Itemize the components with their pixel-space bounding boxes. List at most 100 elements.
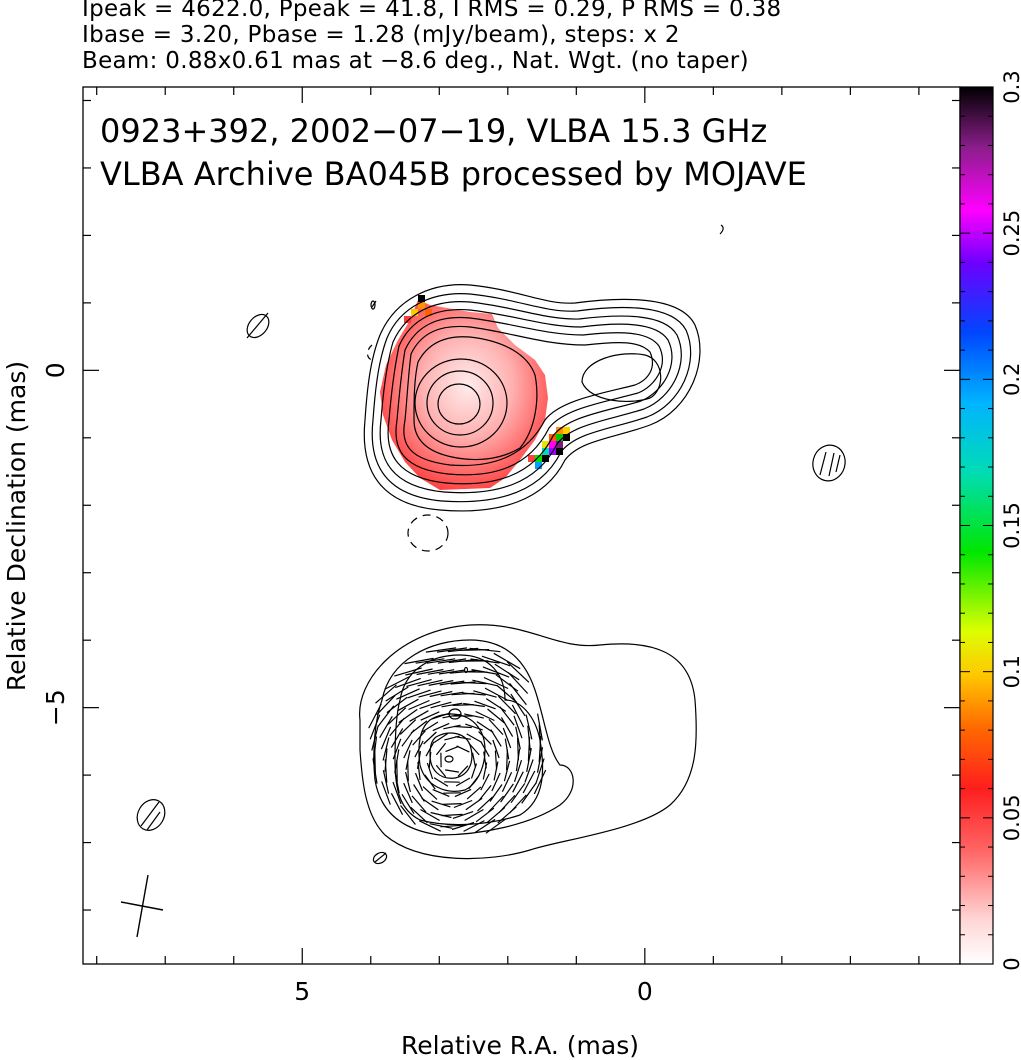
evpa-tick bbox=[475, 807, 495, 823]
evpa-tick bbox=[492, 739, 500, 759]
upper-contours bbox=[363, 284, 701, 512]
evpa-tick bbox=[385, 686, 409, 702]
evpa-tick bbox=[394, 749, 400, 771]
evpa-tick bbox=[399, 719, 417, 735]
evpa-tick bbox=[483, 676, 509, 690]
evpa-tick bbox=[481, 655, 511, 667]
evpa-tick bbox=[494, 663, 520, 681]
evpa-tick bbox=[482, 666, 510, 678]
colorbar-tick-label: 0.25 bbox=[1000, 210, 1021, 257]
evpa-tick bbox=[435, 742, 447, 756]
y-tick-label: −5 bbox=[41, 689, 70, 726]
evpa-tick bbox=[404, 657, 434, 665]
evpa-tick bbox=[491, 772, 501, 792]
evpa-tick bbox=[394, 667, 422, 677]
y-axis-label: Relative Declination (mas) bbox=[2, 361, 31, 691]
evpa-tick bbox=[403, 782, 413, 804]
evpa-tick bbox=[414, 772, 424, 792]
evpa-tick bbox=[490, 729, 502, 747]
evpa-tick bbox=[476, 796, 494, 812]
evpa-tick bbox=[377, 705, 395, 727]
evpa-tick bbox=[418, 690, 442, 698]
evpa-tick bbox=[493, 761, 499, 781]
evpa-tick bbox=[436, 647, 468, 653]
evpa-tick bbox=[524, 759, 534, 783]
beam-cross bbox=[120, 874, 164, 938]
evpa-tick bbox=[466, 733, 482, 743]
evpa-tick bbox=[463, 702, 485, 708]
evpa-tick bbox=[506, 661, 530, 683]
evpa-tick bbox=[478, 731, 492, 745]
evpa-tick bbox=[407, 689, 431, 699]
evpa-tick bbox=[420, 808, 440, 822]
evpa-tick bbox=[397, 698, 419, 712]
evpa-tick bbox=[499, 706, 515, 726]
evpa-tick bbox=[384, 676, 410, 690]
colorbar-tick-label: 0.15 bbox=[1000, 502, 1021, 549]
evpa-tick bbox=[406, 679, 432, 687]
evpa-tick bbox=[537, 713, 543, 741]
evpa-tick bbox=[536, 747, 544, 773]
evpa-tick bbox=[369, 714, 381, 740]
evpa-tick bbox=[396, 688, 420, 700]
evpa-tick bbox=[462, 692, 486, 696]
evpa-tick bbox=[395, 677, 421, 689]
evpa-tick bbox=[484, 687, 508, 701]
evpa-tick bbox=[465, 723, 483, 731]
evpa-tick bbox=[437, 658, 467, 664]
evpa-tick bbox=[372, 758, 378, 784]
evpa-tick bbox=[457, 765, 469, 777]
evpa-tick bbox=[451, 821, 475, 831]
evpa-tick bbox=[426, 762, 434, 780]
evpa-tick bbox=[429, 690, 453, 698]
evpa-tick bbox=[414, 740, 424, 758]
evpa-tick bbox=[440, 691, 464, 697]
evpa-tick bbox=[463, 820, 485, 832]
evpa-tick bbox=[480, 741, 490, 757]
evpa-tick bbox=[429, 823, 453, 829]
colorbar-tick-label: 0.2 bbox=[1000, 363, 1021, 396]
evpa-tick bbox=[423, 731, 437, 745]
evpa-tick bbox=[445, 745, 459, 753]
evpa-tick bbox=[509, 682, 527, 706]
evpa-tick bbox=[432, 789, 450, 797]
evpa-tick bbox=[526, 747, 532, 773]
evpa-tick bbox=[410, 806, 428, 824]
evpa-vectors bbox=[368, 647, 547, 834]
evpa-tick bbox=[441, 813, 463, 817]
evpa-tick bbox=[441, 702, 463, 708]
evpa-tick bbox=[535, 758, 545, 784]
evpa-tick bbox=[432, 722, 450, 732]
evpa-tick bbox=[431, 712, 451, 720]
colorbar-tick-label: 0 bbox=[1000, 957, 1021, 970]
evpa-tick bbox=[510, 782, 526, 804]
evpa-tick bbox=[525, 714, 533, 740]
evpa-tick bbox=[382, 770, 390, 794]
evpa-tick bbox=[431, 800, 451, 808]
evpa-tick bbox=[500, 783, 514, 803]
evpa-tick bbox=[469, 647, 501, 653]
evpa-tick bbox=[422, 786, 438, 800]
evpa-tick bbox=[420, 711, 440, 721]
evpa-tick bbox=[439, 680, 465, 686]
evpa-tick bbox=[521, 782, 537, 804]
evpa-tick bbox=[430, 811, 452, 819]
evpa-tick bbox=[507, 672, 529, 694]
evpa-tick bbox=[408, 699, 430, 711]
plot-title-line-1: 0923+392, 2002−07−19, VLBA 15.3 GHz bbox=[100, 112, 767, 150]
evpa-tick bbox=[417, 761, 421, 781]
evpa-tick bbox=[403, 739, 413, 759]
evpa-tick bbox=[485, 698, 507, 712]
evpa-tick bbox=[387, 707, 407, 725]
evpa-tick bbox=[425, 741, 435, 757]
evpa-tick bbox=[522, 770, 536, 794]
evpa-tick bbox=[416, 668, 444, 676]
evpa-tick bbox=[533, 769, 547, 795]
evpa-tick bbox=[474, 818, 496, 834]
evpa-tick bbox=[527, 736, 531, 762]
evpa-tick bbox=[470, 658, 500, 664]
evpa-tick bbox=[497, 806, 517, 824]
evpa-tick bbox=[371, 725, 379, 751]
evpa-tick bbox=[400, 805, 416, 825]
